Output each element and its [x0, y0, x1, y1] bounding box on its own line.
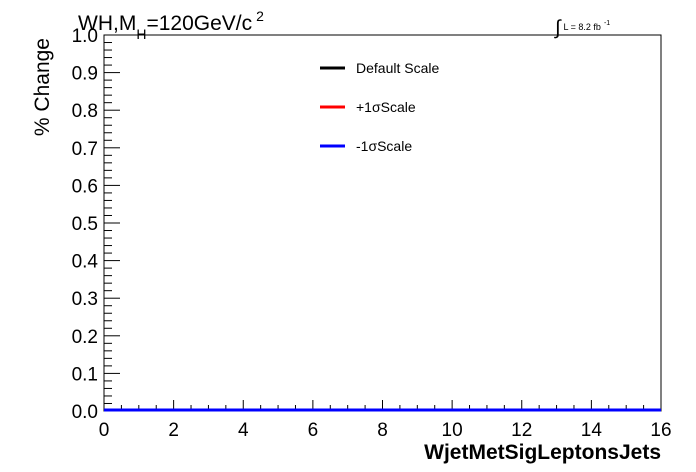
x-tick-label: 6 — [308, 420, 319, 441]
x-tick-label: 12 — [511, 420, 532, 441]
y-tick-label: 0.1 — [72, 364, 98, 385]
chart-title: WH,MH=120GeV/c 2 — [78, 8, 264, 42]
y-tick-label: 0.2 — [72, 327, 98, 348]
chart-title-main: WH,M — [78, 12, 136, 35]
luminosity-sup: -1 — [604, 20, 610, 27]
x-tick-label: 0 — [99, 420, 110, 441]
y-tick-label: 0.7 — [72, 139, 98, 160]
x-axis-label: WjetMetSigLeptonsJets — [424, 441, 661, 464]
luminosity-label: ∫ L = 8.2 fb -1 — [554, 17, 610, 39]
chart-title-sup: 2 — [256, 8, 264, 24]
x-tick-label: 10 — [442, 420, 463, 441]
y-tick-label: 0.8 — [72, 101, 98, 122]
y-tick-label: 0.5 — [72, 214, 98, 235]
y-tick-label: 1.0 — [72, 26, 98, 47]
y-tick-label: 0.6 — [72, 176, 98, 197]
integral-symbol: ∫ — [554, 17, 562, 39]
y-tick-label: 0.0 — [72, 402, 98, 423]
x-tick-label: 2 — [168, 420, 179, 441]
legend-label-3: -1σScale — [356, 138, 412, 154]
x-tick-label: 8 — [377, 420, 388, 441]
x-tick-label: 16 — [650, 420, 671, 441]
legend-label-2: +1σScale — [356, 99, 416, 115]
chart-title-rest: =120GeV/c — [146, 12, 252, 35]
y-axis-label: % Change — [31, 38, 54, 136]
x-tick-label: 4 — [238, 420, 249, 441]
legend-label-1: Default Scale — [356, 60, 439, 76]
y-tick-label: 0.9 — [72, 64, 98, 85]
luminosity-text: L = 8.2 fb — [563, 22, 600, 32]
legend: Default Scale +1σScale -1σScale — [320, 60, 439, 154]
chart-title-sub: H — [136, 26, 146, 42]
y-axis: 0.0 0.1 0.2 0.3 0.4 0.5 0.6 0.7 0.8 0.9 1.0 — [72, 26, 120, 423]
y-tick-label: 0.4 — [72, 252, 99, 273]
x-tick-label: 14 — [581, 420, 603, 441]
plot-frame — [103, 34, 662, 412]
x-axis: 0 2 4 6 8 10 12 14 16 — [99, 400, 672, 441]
y-tick-label: 0.3 — [72, 289, 98, 310]
